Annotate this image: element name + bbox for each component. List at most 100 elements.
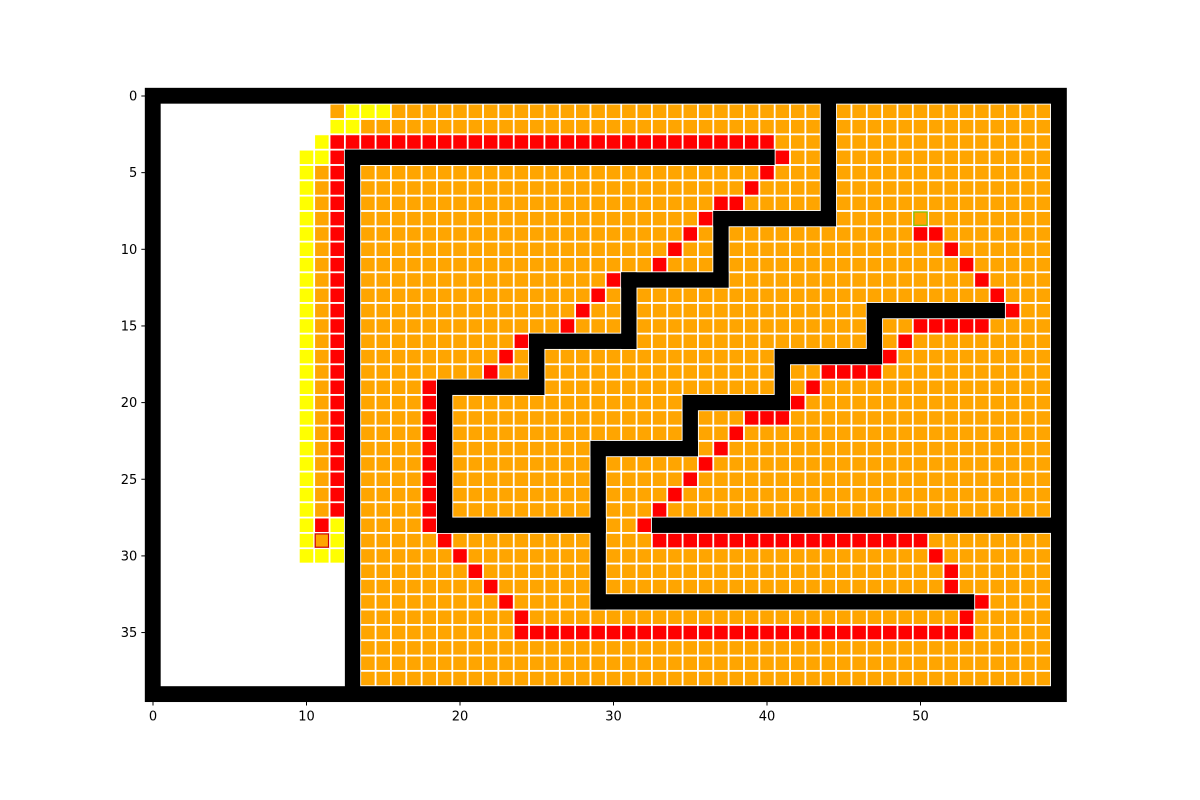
- explored-cell: [375, 318, 391, 334]
- explored-cell: [667, 655, 683, 671]
- explored-cell: [391, 471, 406, 487]
- explored-cell: [452, 502, 468, 518]
- explored-cell: [575, 487, 591, 502]
- path-cell: [636, 134, 652, 150]
- frontier-cell: [299, 533, 314, 548]
- explored-cell: [821, 456, 836, 472]
- explored-cell: [897, 563, 913, 579]
- explored-cell: [498, 241, 514, 257]
- path-cell: [498, 594, 514, 610]
- explored-cell: [606, 548, 621, 564]
- explored-cell: [897, 379, 913, 395]
- explored-cell: [913, 119, 928, 135]
- explored-cell: [560, 287, 575, 303]
- explored-cell: [636, 471, 652, 487]
- explored-cell: [452, 410, 468, 426]
- explored-cell: [314, 502, 330, 518]
- explored-cell: [867, 226, 882, 242]
- explored-cell: [514, 456, 529, 472]
- explored-cell: [682, 303, 698, 318]
- explored-cell: [974, 671, 990, 686]
- explored-cell: [514, 241, 529, 257]
- explored-cell: [913, 395, 928, 410]
- explored-cell: [498, 502, 514, 518]
- explored-cell: [897, 134, 913, 150]
- explored-cell: [560, 303, 575, 318]
- explored-cell: [621, 548, 637, 564]
- explored-cell: [1005, 655, 1020, 671]
- explored-cell: [667, 548, 683, 564]
- explored-cell: [851, 303, 867, 318]
- explored-cell: [728, 241, 744, 257]
- frontier-cell: [299, 241, 314, 257]
- explored-cell: [682, 195, 698, 211]
- explored-cell: [483, 456, 499, 472]
- explored-cell: [606, 609, 621, 625]
- path-cell: [698, 211, 713, 227]
- explored-cell: [621, 410, 637, 426]
- explored-cell: [959, 425, 974, 441]
- explored-cell: [836, 180, 852, 196]
- explored-cell: [375, 533, 391, 548]
- explored-cell: [590, 364, 606, 380]
- explored-cell: [483, 487, 499, 502]
- wall-segment: [866, 302, 1005, 319]
- explored-cell: [590, 379, 606, 395]
- explored-cell: [375, 655, 391, 671]
- wall-segment: [344, 149, 361, 702]
- explored-cell: [590, 349, 606, 364]
- explored-cell: [483, 425, 499, 441]
- y-tick-label: 0: [129, 90, 137, 105]
- explored-cell: [744, 195, 760, 211]
- explored-cell: [897, 548, 913, 564]
- explored-cell: [759, 487, 775, 502]
- path-cell: [943, 241, 959, 257]
- explored-cell: [529, 533, 545, 548]
- explored-cell: [636, 364, 652, 380]
- explored-cell: [590, 195, 606, 211]
- explored-cell: [959, 134, 974, 150]
- explored-cell: [514, 425, 529, 441]
- explored-cell: [836, 563, 852, 579]
- explored-cell: [989, 119, 1005, 135]
- explored-cell: [575, 226, 591, 242]
- explored-cell: [821, 609, 836, 625]
- path-cell: [514, 333, 529, 349]
- explored-cell: [1035, 379, 1051, 395]
- path-cell: [913, 226, 928, 242]
- explored-cell: [713, 180, 729, 196]
- explored-cell: [882, 579, 898, 594]
- explored-cell: [805, 456, 821, 472]
- explored-cell: [621, 517, 637, 533]
- explored-cell: [437, 303, 453, 318]
- explored-cell: [959, 211, 974, 227]
- path-cell: [498, 134, 514, 150]
- explored-cell: [1005, 609, 1020, 625]
- explored-cell: [928, 563, 944, 579]
- explored-cell: [467, 487, 483, 502]
- explored-cell: [851, 165, 867, 181]
- explored-cell: [867, 272, 882, 288]
- wall-segment: [590, 594, 975, 610]
- explored-cell: [514, 103, 529, 119]
- explored-cell: [636, 548, 652, 564]
- explored-cell: [882, 655, 898, 671]
- explored-cell: [606, 379, 621, 395]
- explored-cell: [1035, 441, 1051, 456]
- explored-cell: [805, 640, 821, 656]
- explored-cell: [728, 655, 744, 671]
- explored-cell: [621, 533, 637, 548]
- explored-cell: [713, 119, 729, 135]
- explored-cell: [621, 364, 637, 380]
- path-cell: [329, 226, 345, 242]
- explored-cell: [821, 395, 836, 410]
- path-cell: [437, 134, 453, 150]
- explored-cell: [652, 303, 667, 318]
- explored-cell: [1035, 502, 1051, 518]
- explored-cell: [851, 655, 867, 671]
- explored-cell: [529, 103, 545, 119]
- explored-cell: [851, 287, 867, 303]
- explored-cell: [698, 364, 713, 380]
- explored-cell: [897, 671, 913, 686]
